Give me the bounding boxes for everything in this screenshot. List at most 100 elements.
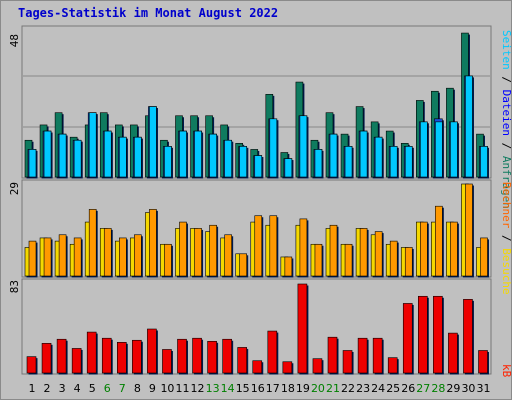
sites-bar xyxy=(209,224,217,277)
sites-bar xyxy=(28,240,37,277)
x-tick-label: 31 xyxy=(477,382,491,395)
sites-bar xyxy=(58,234,67,277)
pages-bar xyxy=(269,118,278,178)
pages-bar xyxy=(284,158,293,178)
kbytes-bar xyxy=(192,337,202,374)
x-tick-label: 26 xyxy=(401,382,415,395)
legend-entry: Seiten xyxy=(500,30,512,70)
visits-ymax-label: 29 xyxy=(8,182,21,195)
pages-bar xyxy=(103,130,112,178)
pages-bar xyxy=(88,112,97,178)
legend-entry: kB xyxy=(500,364,512,378)
x-tick-label: 21 xyxy=(326,382,340,395)
sites-bar xyxy=(88,209,97,277)
pages-bar xyxy=(58,133,67,178)
x-tick-label: 9 xyxy=(149,382,156,395)
x-tick-label: 5 xyxy=(89,382,96,395)
sites-bar xyxy=(419,221,428,277)
sites-bar xyxy=(404,247,413,277)
pages-bar xyxy=(179,130,187,178)
sites-bar xyxy=(179,221,187,277)
pages-bar xyxy=(119,136,127,178)
kbytes-bar xyxy=(252,360,263,374)
legend-kbytes: kB xyxy=(500,364,512,378)
pages-bar xyxy=(404,146,413,178)
x-tick-label: 28 xyxy=(431,382,445,395)
legend-entry: Rechner xyxy=(500,182,512,229)
legend-entry: Besuche xyxy=(500,248,512,294)
kbytes-bar xyxy=(357,337,368,374)
kbytes-bar xyxy=(342,350,353,374)
kbytes-bar xyxy=(417,295,428,374)
sites-bar xyxy=(329,224,338,277)
kbytes-bar xyxy=(41,343,52,374)
sites-bar xyxy=(149,209,157,277)
kbytes-bar xyxy=(463,299,473,374)
x-tick-label: 10 xyxy=(160,382,174,395)
x-tick-label: 24 xyxy=(371,382,385,395)
visits-bars xyxy=(24,183,489,278)
pages-bar xyxy=(254,155,263,178)
x-tick-label: 23 xyxy=(356,382,370,395)
x-tick-label: 14 xyxy=(221,382,235,395)
x-tick-label: 7 xyxy=(119,382,126,395)
legend-entry: Dateien xyxy=(500,90,512,136)
x-tick-label: 3 xyxy=(59,382,66,395)
kbytes-bar xyxy=(117,342,127,374)
pages-bar xyxy=(374,136,383,178)
chart-title: Tages-Statistik im Monat August 2022 xyxy=(18,6,279,20)
hits-ymax-label: 48 xyxy=(8,34,21,47)
pages-bar xyxy=(389,146,398,178)
sites-bar xyxy=(119,237,127,277)
sites-bar xyxy=(480,237,488,277)
sites-bar xyxy=(134,234,142,277)
pages-bar xyxy=(480,146,488,178)
sites-bar xyxy=(389,240,398,277)
sites-bar xyxy=(344,243,353,277)
pages-bar xyxy=(164,146,172,178)
kbytes-bars xyxy=(26,283,489,375)
pages-bar xyxy=(465,75,473,178)
kbytes-bar xyxy=(282,361,293,374)
x-tick-label: 27 xyxy=(416,382,430,395)
x-tick-label: 18 xyxy=(281,382,295,395)
sites-bar xyxy=(224,234,232,277)
kbytes-bar xyxy=(101,337,112,374)
kbytes-bar xyxy=(147,328,157,374)
legend-visits-sites: Rechner / Besuche xyxy=(500,182,512,295)
x-tick-label: 4 xyxy=(74,382,81,395)
kbytes-bar xyxy=(86,331,97,374)
sites-bar xyxy=(269,215,278,277)
x-tick-label: 13 xyxy=(206,382,220,395)
hits-bars xyxy=(24,32,489,179)
x-tick-label: 22 xyxy=(341,382,355,395)
pages-bar xyxy=(73,139,82,178)
x-tick-label: 20 xyxy=(311,382,325,395)
sites-bar xyxy=(73,237,82,277)
kbytes-bar xyxy=(26,356,37,374)
pages-bar xyxy=(224,139,232,178)
legend-entry: / xyxy=(500,70,512,90)
legend-hits-files-pages: Seiten / Dateien / Anfragen xyxy=(500,30,512,209)
sites-bar xyxy=(284,256,293,277)
kbytes-bar xyxy=(297,283,308,374)
kbytes-bar xyxy=(402,303,413,374)
pages-bar xyxy=(134,136,142,178)
pages-bar xyxy=(43,130,52,178)
x-tick-label: 8 xyxy=(134,382,141,395)
x-tick-label: 15 xyxy=(236,382,250,395)
sites-bar xyxy=(239,253,247,277)
sites-bar xyxy=(194,228,202,277)
sites-bar xyxy=(254,215,263,277)
kbytes-bar xyxy=(372,337,383,374)
legend-entry: / xyxy=(500,228,512,248)
x-tick-label: 2 xyxy=(44,382,51,395)
kbytes-bar xyxy=(387,357,398,374)
x-tick-label: 11 xyxy=(176,382,190,395)
kbytes-bar xyxy=(222,338,232,374)
kbytes-ymax-label: 83 xyxy=(8,280,21,293)
pages-bar xyxy=(344,146,353,178)
x-tick-label: 19 xyxy=(296,382,310,395)
x-tick-label: 29 xyxy=(446,382,460,395)
